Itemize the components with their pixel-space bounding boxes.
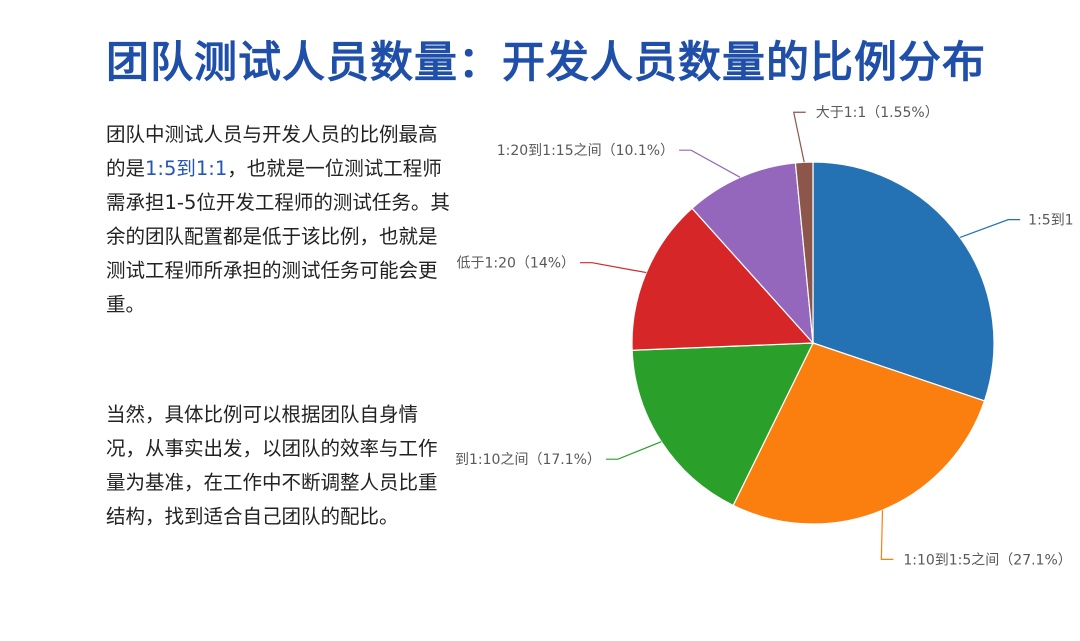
summary-paragraph: 团队中测试人员与开发人员的比例最高的是1:5到1:1，也就是一位测试工程师需承担… — [106, 118, 451, 322]
leader-line-1 — [880, 510, 894, 560]
slice-label-5: 大于1:1（1.55%） — [816, 105, 939, 121]
pie-chart: 1:5到1:1之间（30.2%） 1:10到1:5之间（27.1%） 1:15到1:… — [455, 105, 1075, 568]
highlighted-ratio: 1:5到1:1 — [145, 157, 228, 180]
summary-text-start: 团队中测试人员与开发人员的比例最高的是 — [106, 123, 438, 180]
slice-label-0: 1:5到1:1之间（30.2%） — [1028, 213, 1075, 229]
pie-slice-1 — [732, 342, 986, 525]
leader-line-4 — [679, 149, 741, 178]
advice-paragraph: 当然，具体比例可以根据团队自身情况，从事实出发，以团队的效率与工作量为基准，在工… — [106, 403, 438, 528]
slice-label-3: 低于1:20（14%） — [456, 256, 575, 272]
slice-label-2: 1:15到1:10之间（17.1%） — [455, 452, 601, 468]
leader-line-2 — [605, 441, 662, 460]
pie-slice-4 — [691, 162, 814, 345]
slice-label-4: 1:20到1:15之间（10.1%） — [497, 143, 674, 159]
pie-slice-0 — [812, 161, 995, 402]
summary-text-end: ，也就是一位测试工程师需承担1-5位开发工程师的测试任务。其余的团队配置都是低于… — [106, 157, 450, 316]
slice-label-1: 1:10到1:5之间（27.1%） — [903, 552, 1071, 568]
leader-line-3 — [580, 262, 647, 274]
leader-line-5 — [792, 111, 806, 163]
leader-line-0 — [959, 219, 1021, 239]
pie-slice-3 — [631, 207, 815, 351]
page-title: 团队测试人员数量：开发人员数量的比例分布 — [106, 38, 986, 88]
